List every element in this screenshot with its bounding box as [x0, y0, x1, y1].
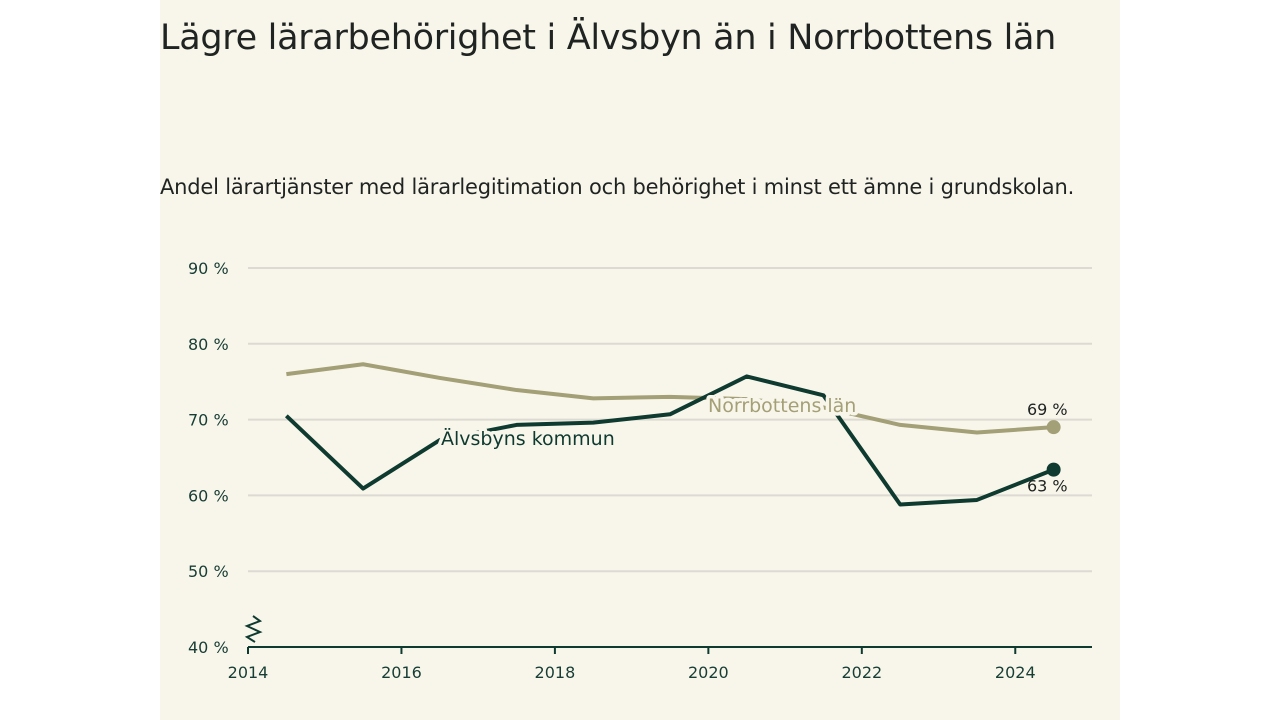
x-tick-label: 2018: [535, 663, 576, 682]
chart-title: Lägre lärarbehörighet i Älvsbyn än i Nor…: [160, 18, 1057, 58]
series-label-norrbotten: Norrbottens län: [708, 395, 856, 417]
y-tick-label: 50 %: [188, 562, 229, 581]
x-tick-label: 2022: [841, 663, 882, 682]
end-point-norrbotten: [1046, 420, 1061, 435]
end-point-alvsbyn: [1046, 462, 1061, 477]
y-tick-label: 40 %: [188, 638, 229, 657]
y-tick-label: 90 %: [188, 259, 229, 278]
y-tick-label: 70 %: [188, 411, 229, 430]
chart-subtitle: Andel lärartjänster med lärarlegitimatio…: [160, 175, 1075, 199]
x-tick-label: 2014: [228, 663, 269, 682]
end-label-norrbotten: 69 %: [1027, 400, 1068, 419]
x-tick-label: 2020: [688, 663, 729, 682]
y-tick-label: 80 %: [188, 335, 229, 354]
chart-panel: [160, 0, 1120, 720]
series-line-alvsbyn: [284, 374, 1055, 507]
end-label-alvsbyn: 63 %: [1027, 477, 1068, 496]
axis-break-mark: [244, 615, 263, 643]
x-tick-label: 2024: [995, 663, 1036, 682]
series-line-norrbotten: [286, 362, 1054, 435]
x-tick-label: 2016: [381, 663, 422, 682]
y-tick-label: 60 %: [188, 486, 229, 505]
series-label-alvsbyn: Älvsbyns kommun: [441, 427, 615, 450]
